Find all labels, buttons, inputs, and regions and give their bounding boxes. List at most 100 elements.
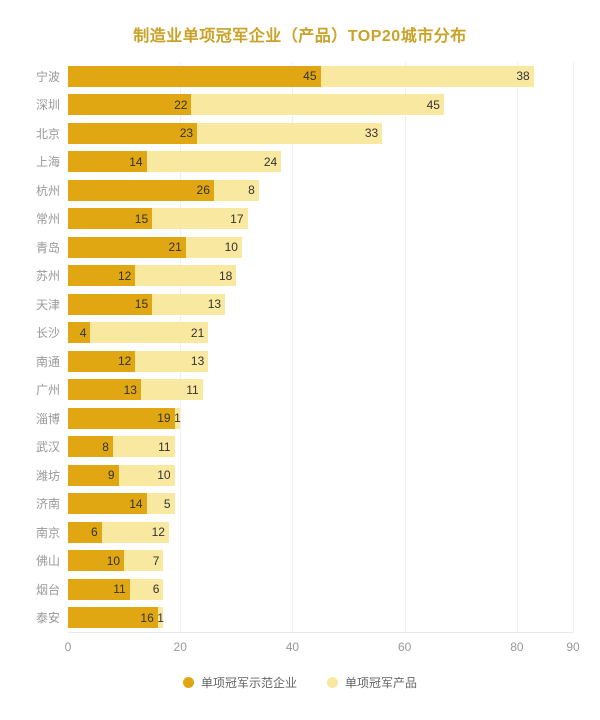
bar-segment-enterprise[interactable]: 9 xyxy=(68,464,119,486)
bar-segment-enterprise[interactable]: 22 xyxy=(68,94,192,116)
category-label: 苏州 xyxy=(35,269,60,284)
bar-segment-product[interactable]: 6 xyxy=(129,578,164,600)
legend-item-enterprise[interactable]: 单项冠军示范企业 xyxy=(182,674,297,691)
bar-row: 宁波 45 38 xyxy=(0,62,600,91)
bar-segment-product[interactable]: 13 xyxy=(135,350,209,372)
bar-segment-product[interactable]: 21 xyxy=(90,322,209,344)
bar-segment-enterprise[interactable]: 23 xyxy=(68,122,198,144)
legend-marker-icon xyxy=(182,677,194,688)
bar-segment-enterprise[interactable]: 10 xyxy=(68,550,125,572)
bar-row: 北京 23 33 xyxy=(0,119,600,148)
bar-track: 21 10 xyxy=(68,236,573,258)
bar-track: 6 12 xyxy=(68,521,573,543)
category-label: 广州 xyxy=(35,383,60,398)
bar-segment-enterprise[interactable]: 8 xyxy=(68,436,113,458)
gridline xyxy=(404,62,406,632)
value-label: 7 xyxy=(152,553,160,568)
bar-segment-product[interactable]: 12 xyxy=(101,521,169,543)
value-label: 1 xyxy=(174,411,181,426)
gridline xyxy=(573,62,574,632)
legend-marker-icon xyxy=(327,677,338,688)
bar-track: 26 8 xyxy=(68,179,573,201)
value-label: 14 xyxy=(129,496,143,511)
bar-track: 23 33 xyxy=(68,122,573,144)
bar-segment-enterprise[interactable]: 12 xyxy=(68,350,136,372)
bar-segment-enterprise[interactable]: 6 xyxy=(68,521,102,543)
bar-segment-product[interactable]: 17 xyxy=(152,208,248,230)
bar-segment-enterprise[interactable]: 14 xyxy=(68,493,147,515)
value-label: 1 xyxy=(157,610,164,625)
chart-title: 制造业单项冠军企业（产品）TOP20城市分布 xyxy=(133,28,467,45)
bar-track: 19 1 xyxy=(68,407,573,429)
category-label: 南京 xyxy=(35,525,60,540)
bar-segment-product[interactable]: 10 xyxy=(185,236,242,258)
value-label: 45 xyxy=(303,69,317,84)
x-tick-label: 80 xyxy=(510,640,524,654)
legend-label: 单项冠军产品 xyxy=(345,676,418,690)
bar-segment-enterprise[interactable]: 11 xyxy=(68,578,130,600)
bar-segment-enterprise[interactable]: 4 xyxy=(68,322,91,344)
value-label: 22 xyxy=(174,97,188,112)
bar-segment-enterprise[interactable]: 14 xyxy=(68,151,147,173)
category-label: 宁波 xyxy=(35,69,60,84)
category-label: 青岛 xyxy=(35,240,60,255)
category-label: 杭州 xyxy=(35,183,60,198)
bar-row: 潍坊 9 10 xyxy=(0,461,600,490)
category-label: 烟台 xyxy=(35,582,60,597)
gridline xyxy=(180,62,182,632)
value-label: 11 xyxy=(113,582,126,597)
value-label: 38 xyxy=(516,69,530,84)
bar-segment-enterprise[interactable]: 15 xyxy=(68,208,153,230)
bar-segment-enterprise[interactable]: 13 xyxy=(68,379,141,401)
bar-segment-enterprise[interactable]: 16 xyxy=(68,607,158,629)
bar-segment-product[interactable]: 38 xyxy=(320,65,534,87)
value-label: 11 xyxy=(158,439,171,454)
bar-segment-product[interactable]: 11 xyxy=(140,379,203,401)
bar-segment-product[interactable]: 13 xyxy=(152,293,226,315)
legend-item-product[interactable]: 单项冠军产品 xyxy=(327,674,417,691)
value-label: 15 xyxy=(134,211,149,226)
bar-segment-enterprise[interactable]: 15 xyxy=(68,293,153,315)
gridline xyxy=(516,62,518,632)
value-label: 12 xyxy=(151,525,165,540)
value-label: 5 xyxy=(163,496,171,511)
bar-segment-product[interactable]: 24 xyxy=(146,151,282,173)
bar-segment-enterprise[interactable]: 21 xyxy=(68,236,186,258)
grid-layer xyxy=(68,62,574,633)
bar-track: 13 11 xyxy=(68,379,573,401)
bar-segment-product[interactable]: 8 xyxy=(213,179,259,201)
bar-segment-product[interactable]: 33 xyxy=(197,122,383,144)
category-label: 上海 xyxy=(35,155,60,170)
bar-segment-product[interactable]: 1 xyxy=(174,407,181,429)
value-label: 16 xyxy=(140,610,154,625)
bar-row: 济南 14 5 xyxy=(0,490,600,519)
value-label: 6 xyxy=(152,582,160,597)
value-label: 13 xyxy=(207,297,222,312)
bar-row: 青岛 21 10 xyxy=(0,233,600,262)
bar-segment-product[interactable]: 11 xyxy=(112,436,175,458)
category-label: 武汉 xyxy=(35,440,60,455)
gridline xyxy=(292,62,294,632)
value-label: 24 xyxy=(263,154,278,169)
bar-row: 广州 13 11 xyxy=(0,376,600,405)
bar-segment-product[interactable]: 45 xyxy=(191,94,444,116)
bar-segment-product[interactable]: 10 xyxy=(118,464,175,486)
bar-track: 22 45 xyxy=(68,94,573,116)
legend: 单项冠军示范企业 单项冠军产品 xyxy=(0,674,600,691)
bar-row: 天津 15 13 xyxy=(0,290,600,319)
bar-segment-enterprise[interactable]: 26 xyxy=(68,179,214,201)
bar-segment-enterprise[interactable]: 19 xyxy=(68,407,175,429)
bar-row: 常州 15 17 xyxy=(0,205,600,234)
bar-segment-product[interactable]: 7 xyxy=(124,550,164,572)
category-label: 泰安 xyxy=(35,611,60,626)
bar-segment-product[interactable]: 18 xyxy=(135,265,237,287)
bar-track: 15 13 xyxy=(68,293,573,315)
value-label: 45 xyxy=(426,97,440,112)
bar-segment-product[interactable]: 1 xyxy=(157,607,164,629)
bar-segment-enterprise[interactable]: 12 xyxy=(68,265,136,287)
value-label: 21 xyxy=(190,325,205,340)
bar-row: 武汉 8 11 xyxy=(0,433,600,462)
bar-segment-product[interactable]: 5 xyxy=(146,493,175,515)
bar-segment-enterprise[interactable]: 45 xyxy=(68,65,321,87)
value-label: 8 xyxy=(102,439,109,454)
